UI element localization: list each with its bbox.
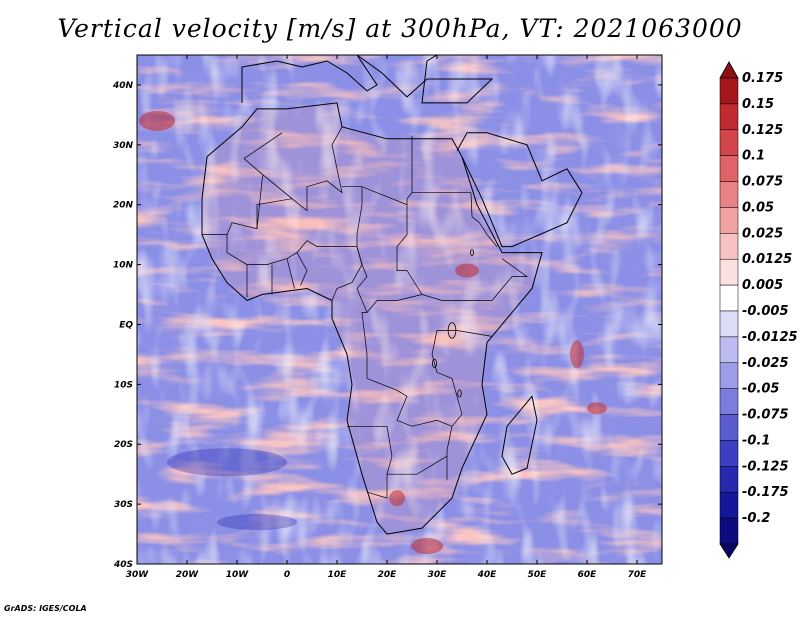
colorbar: 0.175 0.15 0.125 0.1 0.075 0.05 0.025 0.0125 0.0… (719, 61, 798, 559)
lon-label: 10E (328, 570, 348, 580)
country-border (342, 135, 413, 206)
colorbar-swatch (719, 336, 739, 364)
lake-outline (447, 322, 457, 339)
colorbar-label: 0.175 (742, 71, 783, 86)
country-border (243, 132, 283, 159)
downdraft-region (167, 448, 287, 477)
velocity-field (137, 55, 662, 564)
colorbar-label: -0.175 (742, 485, 789, 500)
lat-label: 30N (113, 141, 134, 151)
lat-label: 40N (112, 81, 134, 91)
lon-label: 40E (477, 570, 498, 580)
colorbar-label: -0.125 (742, 459, 789, 474)
country-border (366, 294, 423, 313)
colorbar-label: -0.2 (742, 511, 770, 526)
country-border (470, 192, 498, 247)
country-border (331, 246, 363, 301)
colorbar-label: -0.05 (742, 382, 779, 397)
updraft-region (455, 263, 479, 278)
updraft-region (389, 490, 405, 507)
lon-label: 20W (176, 570, 200, 580)
country-border (437, 330, 493, 337)
arabia-coastline (456, 132, 583, 248)
colorbar-swatch (719, 233, 739, 260)
country-border (347, 425, 393, 499)
colorbar-label: -0.075 (742, 408, 789, 423)
lat-label: 40S (113, 560, 133, 570)
colorbar-label: 0.005 (742, 278, 783, 293)
downdraft-region (217, 514, 297, 531)
chart-title: Vertical velocity [m/s] at 300hPa, VT: 2… (57, 14, 743, 43)
lon-label: 20E (378, 570, 398, 580)
colorbar-swatch (719, 310, 739, 338)
lat-label: EQ (119, 320, 133, 330)
country-border (286, 258, 295, 289)
colorbar-swatch (719, 129, 739, 156)
lon-label: 30W (126, 570, 150, 580)
lon-label: 50E (528, 570, 548, 580)
colorbar-swatch (719, 103, 739, 131)
colorbar-swatch (719, 440, 739, 467)
lon-label: 0 (284, 570, 290, 580)
colorbar-swatch (719, 362, 739, 389)
country-border (243, 126, 343, 212)
lake-outline (457, 389, 462, 398)
country-border (387, 455, 448, 475)
colorbar-label: -0.1 (742, 433, 770, 448)
updraft-region (587, 402, 607, 415)
colorbar-label: 0.0125 (742, 252, 792, 267)
colorbar-swatch (719, 414, 739, 441)
colorbar-swatch (719, 181, 739, 208)
lat-label: 20S (114, 440, 133, 450)
colorbar-label: -0.025 (742, 356, 789, 371)
colorbar-swatch (719, 491, 739, 519)
country-border (202, 234, 357, 265)
colorbar-max-arrow (719, 61, 739, 79)
madagascar-coastline (501, 395, 538, 475)
colorbar-swatch (719, 466, 739, 493)
updraft-region (139, 110, 175, 131)
colorbar-label: 0.075 (742, 175, 783, 190)
lat-label: 10S (114, 380, 133, 390)
europe-coastline (241, 55, 494, 104)
lat-label: 30S (114, 500, 133, 510)
colorbar-label: 0.1 (742, 149, 765, 164)
lake-outline (470, 249, 474, 257)
colorbar-label: -0.0125 (742, 330, 798, 345)
country-border (296, 252, 308, 286)
lon-label: 60E (578, 570, 598, 580)
colorbar-label: 0.05 (742, 200, 774, 215)
colorbar-label: 0.125 (742, 123, 783, 138)
map-frame (136, 54, 663, 565)
lon-label: 70E (628, 570, 648, 580)
colorbar-swatch (719, 517, 739, 545)
lake-outline (431, 358, 437, 368)
colorbar-label: 0.15 (742, 97, 774, 112)
colorbar-swatch (719, 155, 739, 182)
colorbar-swatch (719, 388, 739, 415)
lat-label: 20N (113, 201, 134, 211)
colorbar-min-arrow (719, 543, 739, 559)
country-border (396, 204, 529, 301)
country-border (431, 330, 463, 427)
colorbar-swatch (719, 207, 739, 234)
updraft-region (570, 340, 584, 369)
lat-label: 10N (113, 261, 134, 271)
lon-label: 10W (226, 570, 250, 580)
colorbar-label: -0.005 (742, 304, 789, 319)
colorbar-swatch (719, 77, 739, 105)
colorbar-swatch (719, 284, 739, 312)
lon-label: 30E (428, 570, 448, 580)
africa-coastline (201, 102, 543, 535)
colorbar-label: 0.025 (742, 226, 783, 241)
grads-credit: GrADS: IGES/COLA (4, 604, 87, 613)
country-border (256, 198, 293, 229)
colorbar-swatch (719, 258, 739, 286)
updraft-region (411, 538, 443, 555)
